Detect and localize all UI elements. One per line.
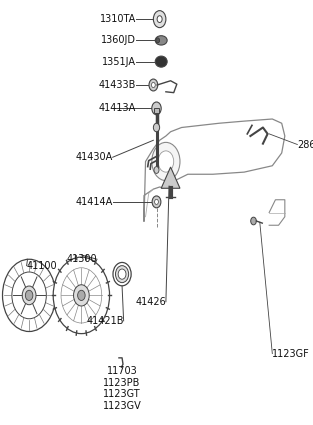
Circle shape (158, 151, 174, 172)
Circle shape (153, 123, 160, 132)
Text: 41414A: 41414A (75, 197, 113, 207)
Text: 41421B: 41421B (86, 316, 124, 326)
Text: 1123PB: 1123PB (103, 377, 141, 388)
Circle shape (78, 290, 85, 300)
Ellipse shape (115, 266, 129, 283)
Polygon shape (161, 167, 180, 188)
Circle shape (251, 217, 256, 225)
Text: 28665: 28665 (297, 139, 313, 150)
Ellipse shape (118, 269, 126, 279)
Text: 41100: 41100 (27, 261, 57, 271)
Text: 1351JA: 1351JA (102, 57, 136, 67)
Circle shape (149, 79, 158, 91)
Text: 41413A: 41413A (99, 103, 136, 113)
Circle shape (157, 16, 162, 23)
Ellipse shape (155, 36, 167, 45)
Text: 1123GV: 1123GV (103, 401, 141, 411)
Ellipse shape (113, 263, 131, 286)
Circle shape (155, 199, 158, 204)
Circle shape (3, 259, 56, 332)
FancyBboxPatch shape (154, 108, 159, 113)
Circle shape (25, 290, 33, 300)
Circle shape (156, 38, 160, 43)
Circle shape (12, 272, 46, 319)
Text: 1310TA: 1310TA (100, 14, 136, 24)
Circle shape (53, 257, 110, 334)
Circle shape (153, 11, 166, 28)
Text: 41430A: 41430A (75, 152, 113, 162)
Text: 41433B: 41433B (99, 80, 136, 90)
Circle shape (152, 196, 161, 208)
Text: 1123GT: 1123GT (103, 389, 141, 400)
Text: 11703: 11703 (107, 366, 137, 376)
Text: 1123GF: 1123GF (272, 348, 310, 359)
Text: 41426: 41426 (135, 297, 166, 307)
Circle shape (22, 286, 36, 305)
Ellipse shape (155, 56, 167, 67)
Circle shape (151, 82, 155, 88)
Circle shape (74, 285, 89, 306)
Text: 41300: 41300 (66, 254, 97, 264)
Circle shape (152, 102, 161, 115)
Text: 1360JD: 1360JD (101, 35, 136, 45)
Circle shape (154, 167, 159, 173)
Circle shape (152, 142, 180, 181)
